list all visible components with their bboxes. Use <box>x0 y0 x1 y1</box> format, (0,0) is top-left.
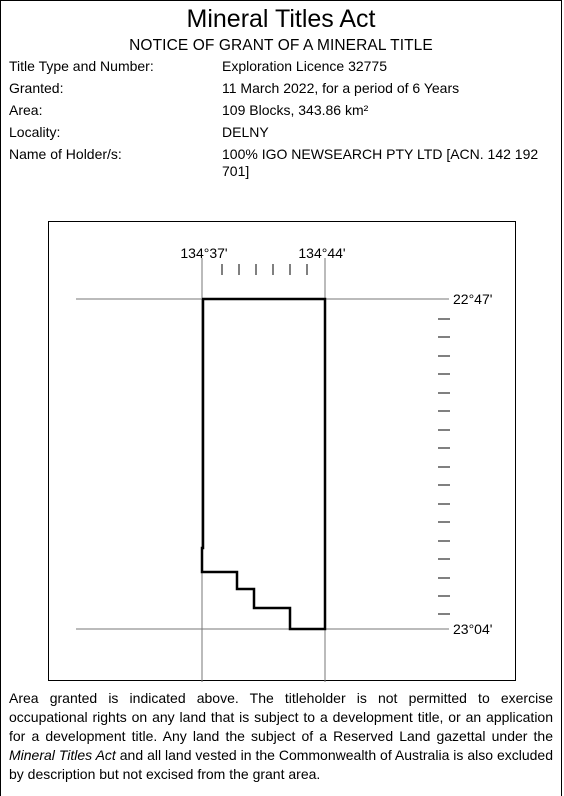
latitude-label-north: 22°47' <box>453 291 492 307</box>
field-value: 109 Blocks, 343.86 km² <box>222 102 369 118</box>
note-text-part1: Area granted is indicated above. The tit… <box>9 690 553 744</box>
document-title: Mineral Titles Act <box>186 5 376 33</box>
longitude-tick-marks <box>221 264 308 275</box>
field-row-granted: Granted: 11 March 2022, for a period of … <box>9 80 554 97</box>
field-label: Granted: <box>9 80 64 96</box>
grant-area-map: 134°37' 134°44' <box>48 221 516 682</box>
field-label: Area: <box>9 102 43 118</box>
field-label: Locality: <box>9 124 61 140</box>
longitude-label-west: 134°37' <box>180 245 227 261</box>
field-label: Title Type and Number: <box>9 58 154 74</box>
field-row-locality: Locality: DELNY <box>9 124 554 141</box>
field-value: 11 March 2022, for a period of 6 Years <box>222 80 460 96</box>
map-grid <box>76 258 449 682</box>
field-row-holder: Name of Holder/s: 100% IGO NEWSEARCH PTY… <box>9 146 554 180</box>
field-value: 100% IGO NEWSEARCH PTY LTD [ACN. 142 192… <box>222 146 539 179</box>
field-value: Exploration Licence 32775 <box>222 58 388 74</box>
field-label: Name of Holder/s: <box>9 146 122 162</box>
note-act-name: Mineral Titles Act <box>9 747 116 763</box>
document-subtitle: NOTICE OF GRANT OF A MINERAL TITLE <box>129 37 433 54</box>
field-value: DELNY <box>222 124 269 140</box>
grant-area-boundary <box>200 297 327 631</box>
longitude-label-east: 134°44' <box>298 245 345 261</box>
grant-conditions-note: Area granted is indicated above. The tit… <box>9 689 553 784</box>
latitude-tick-marks <box>438 318 450 615</box>
title-details: Title Type and Number: Exploration Licen… <box>9 58 554 185</box>
note-text-part2: and all land vested in the Commonwealth … <box>9 747 554 782</box>
map-canvas: 134°37' 134°44' <box>76 245 492 682</box>
latitude-label-south: 23°04' <box>453 621 492 637</box>
field-row-area: Area: 109 Blocks, 343.86 km² <box>9 102 554 119</box>
field-row-title-type: Title Type and Number: Exploration Licen… <box>9 58 554 75</box>
